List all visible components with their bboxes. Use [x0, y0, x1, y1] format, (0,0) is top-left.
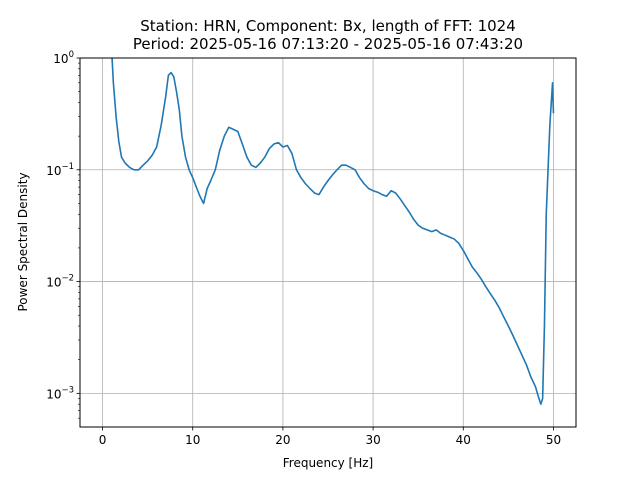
x-axis-label: Frequency [Hz] [283, 456, 374, 470]
x-tick-label: 30 [365, 433, 380, 447]
spectrum-line-layer [111, 58, 555, 405]
x-tick-label: 20 [275, 433, 290, 447]
x-tick-label: 10 [185, 433, 200, 447]
y-tick-label: 10−2 [46, 274, 74, 290]
x-axis-ticks: 0 10 20 30 40 50 [99, 427, 561, 447]
y-axis-label: Power Spectral Density [16, 172, 30, 311]
x-tick-label: 40 [456, 433, 471, 447]
x-tick-label: 50 [546, 433, 561, 447]
x-tick-label: 0 [99, 433, 107, 447]
chart-title: Station: HRN, Component: Bx, length of F… [140, 17, 516, 35]
y-tick-label: 10−1 [46, 162, 74, 178]
chart-subtitle: Period: 2025-05-16 07:13:20 - 2025-05-16… [133, 35, 523, 53]
psd-series-line [111, 58, 555, 405]
plot-area-frame [79, 57, 577, 428]
y-axis-ticks: 10−3 10−2 10−1 100 [46, 50, 80, 419]
y-tick-label: 10−3 [46, 385, 74, 401]
y-tick-label: 100 [53, 50, 74, 66]
